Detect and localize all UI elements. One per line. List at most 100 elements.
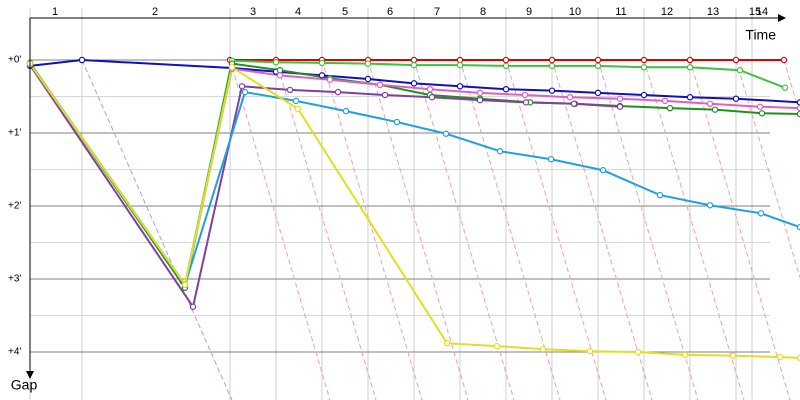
point [502,85,510,93]
point [456,61,464,69]
point [594,62,602,70]
point [661,97,669,105]
point [442,130,450,137]
lap-guide [81,59,233,400]
point [594,89,602,97]
point [780,56,788,64]
point [796,223,800,231]
lap-label: 13 [707,6,719,18]
point [640,56,648,64]
point [640,64,648,71]
lap-label: 6 [387,6,393,18]
point [342,107,350,115]
point [522,99,530,106]
point [756,103,764,110]
point [640,91,648,99]
point [326,76,334,83]
y-tick-label: +3' [8,274,21,285]
lap-guide [275,59,377,400]
point [634,348,642,356]
point [294,105,302,113]
lap-label: 4 [295,6,301,18]
grid [29,8,770,400]
point [539,345,547,353]
lap-guide [689,59,791,400]
point [334,88,342,96]
point [496,148,504,155]
lap-label: 1 [52,6,58,18]
point [493,342,501,350]
point [318,59,326,67]
x-axis-label: Time [745,27,776,43]
lap-label: 11 [615,6,626,18]
lap-guide [551,59,653,400]
series-line [29,63,800,288]
point [548,87,556,94]
point [599,167,607,174]
point [376,81,384,89]
point [570,100,578,108]
point [732,56,740,64]
y-tick-label: +1' [8,128,21,139]
point [566,94,574,101]
point [548,62,556,70]
lap-label: 3 [250,6,256,18]
point [276,67,284,74]
point [381,91,389,99]
point [78,56,86,64]
lap-guide [459,59,561,400]
point [776,353,784,361]
lap-label: 5 [342,6,348,18]
lap-guide [735,59,800,280]
point [666,104,674,112]
lap-guide [597,59,699,400]
lap-label: 7 [434,6,440,18]
lap-guide [321,59,423,400]
lap-guide [505,59,607,400]
point [706,100,714,108]
point [796,104,800,112]
point [796,99,800,106]
point [547,156,555,163]
point [732,95,740,102]
point [364,60,372,67]
point [586,348,594,355]
y-tick-label: +0' [8,55,21,66]
point [443,340,451,347]
point [410,56,418,64]
point [476,96,484,104]
point [706,202,714,209]
point [276,72,284,79]
lap-guides [81,59,800,400]
y-axis-label: Gap [11,377,38,393]
point [410,80,418,87]
y-tick-label: +4' [8,347,21,358]
point [292,97,300,105]
point [428,94,436,101]
lap-guide [413,59,515,400]
point [758,110,766,117]
lap-label: 12 [661,6,673,18]
point [502,62,510,70]
point [656,191,664,199]
point [241,88,249,96]
lap-label: 9 [526,6,532,18]
point [796,354,800,362]
point [796,110,800,118]
point [189,303,197,310]
point [364,75,372,83]
point [686,56,694,64]
point [781,84,789,91]
point [426,85,434,93]
point [729,352,737,359]
point [476,89,484,97]
point [686,94,694,101]
lap-label: 14 [756,6,768,18]
lap-label: 2 [152,6,158,18]
point [272,58,280,66]
lap-guide [229,59,331,400]
lap-guide [367,59,469,400]
point [757,210,765,217]
point [736,67,744,74]
point [393,118,401,126]
